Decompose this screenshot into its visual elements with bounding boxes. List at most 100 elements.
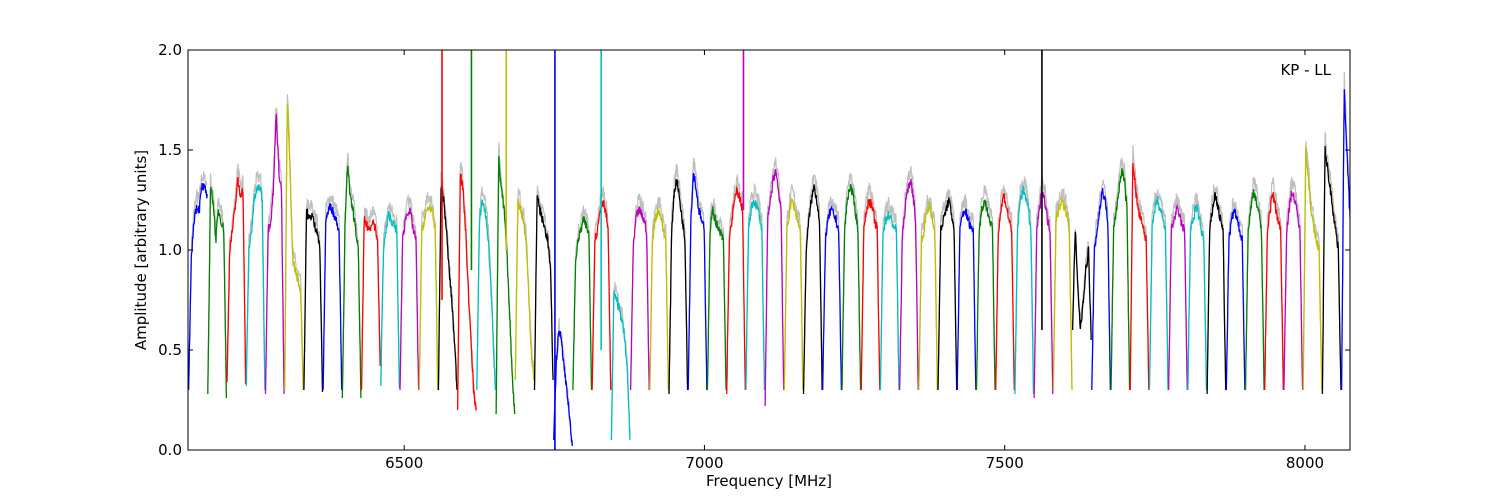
channel-trace-56: [1264, 192, 1284, 391]
channel-trace-53: [1206, 192, 1227, 395]
y-tick-label: 0.5: [158, 341, 182, 359]
background-trace-10: [380, 202, 400, 386]
x-tick-label: 6500: [385, 454, 423, 472]
x-tick-label: 8000: [1286, 454, 1324, 472]
channel-trace-26: [687, 172, 708, 391]
annotation-label: KP - LL: [1280, 61, 1331, 79]
channel-trace-52: [1187, 204, 1208, 391]
channel-trace-32: [802, 184, 823, 395]
channel-trace-4: [264, 113, 285, 395]
channel-trace-31: [783, 198, 804, 391]
background-trace-44: [1033, 174, 1054, 396]
channel-trace-29: [745, 198, 766, 391]
channel-trace-14: [456, 173, 477, 411]
channel-trace-38: [918, 202, 939, 391]
channel-trace-41: [975, 199, 996, 391]
channel-trace-2: [226, 176, 247, 385]
channel-trace-34: [841, 183, 862, 391]
background-trace-36: [879, 197, 900, 388]
channel-trace-25: [668, 178, 689, 395]
channel-trace-42: [995, 193, 1015, 391]
channel-trace-47: [1091, 187, 1112, 391]
channel-trace-44: [1033, 191, 1054, 399]
channel-trace-12: [418, 204, 439, 391]
background-trace-39: [937, 188, 958, 388]
channel-trace-9: [360, 216, 381, 391]
channel-trace-0: [188, 182, 208, 391]
channel-trace-40: [956, 208, 977, 391]
y-axis-title: Amplitude [arbitrary units]: [132, 150, 150, 350]
x-axis: 6500 7000 7500 8000: [385, 50, 1324, 472]
channel-trace-45: [1052, 198, 1073, 391]
channel-trace-33: [822, 205, 843, 391]
background-trace-6: [303, 198, 324, 390]
channel-trace-23: [629, 206, 650, 391]
background-trace-0: [188, 171, 208, 388]
channel-trace-48: [1110, 167, 1131, 391]
background-trace-32: [802, 174, 823, 392]
x-tick-label: 7500: [986, 454, 1024, 472]
y-tick-label: 2.0: [158, 41, 182, 59]
channel-trace-1: [207, 187, 228, 399]
channel-trace-22: [610, 290, 631, 441]
channel-trace-10: [380, 210, 401, 389]
background-trace-7: [322, 195, 343, 388]
background-trace-55: [1244, 176, 1265, 388]
background-trace-18: [533, 185, 554, 388]
background-trace-50: [1148, 189, 1169, 388]
channel-trace-17: [514, 198, 535, 381]
channel-trace-36: [879, 210, 900, 391]
channel-trace-58: [1302, 146, 1323, 391]
background-trace-33: [822, 195, 842, 388]
channel-trace-57: [1283, 190, 1304, 391]
channel-trace-54: [1225, 207, 1246, 391]
channel-trace-39: [937, 197, 958, 391]
channel-trace-35: [860, 198, 881, 391]
channel-trace-15: [476, 199, 497, 391]
background-trace-43: [1014, 176, 1035, 392]
background-trace-29: [745, 183, 766, 388]
series-layer: [188, 50, 1350, 450]
plot-background: [188, 50, 1350, 450]
background-trace-24: [649, 197, 669, 388]
channel-trace-3: [245, 184, 266, 391]
channel-trace-50: [1148, 196, 1169, 391]
y-tick-label: 1.5: [158, 141, 182, 159]
background-trace-40: [956, 194, 977, 388]
channel-trace-51: [1167, 203, 1188, 391]
channel-trace-55: [1244, 189, 1265, 391]
channel-trace-16: [495, 156, 516, 415]
channel-trace-6: [303, 208, 324, 393]
y-tick-label: 0.0: [158, 441, 182, 459]
background-trace-57: [1283, 176, 1304, 388]
background-trace-5: [284, 94, 304, 388]
channel-trace-8: [341, 165, 362, 399]
channel-trace-18: [533, 194, 554, 391]
background-trace-51: [1168, 193, 1188, 388]
background-trace-56: [1264, 177, 1284, 388]
channel-trace-5: [284, 104, 304, 391]
y-tick-label: 1.0: [158, 241, 182, 259]
channel-trace-46: [1071, 231, 1092, 341]
channel-trace-19: [553, 330, 573, 447]
channel-trace-20: [572, 216, 593, 391]
channel-trace-37: [898, 178, 919, 391]
background-trace-31: [783, 183, 804, 388]
channel-trace-49: [1129, 163, 1150, 391]
channel-trace-11: [399, 207, 420, 391]
channel-trace-43: [1014, 185, 1035, 395]
background-trace-37: [899, 165, 919, 388]
background-trace-38: [918, 195, 938, 388]
channel-trace-60: [1340, 89, 1350, 391]
channel-trace-30: [764, 168, 785, 407]
background-trace-20: [572, 205, 593, 388]
x-tick-label: 7000: [685, 454, 723, 472]
channel-trace-28: [726, 185, 746, 395]
channel-trace-24: [649, 207, 670, 391]
background-trace-12: [418, 192, 439, 388]
y-axis: 0.0 0.5 1.0 1.5 2.0: [158, 41, 1350, 459]
channel-trace-59: [1321, 145, 1342, 395]
plot-area: [187, 49, 1351, 451]
background-trace-9: [360, 205, 381, 388]
